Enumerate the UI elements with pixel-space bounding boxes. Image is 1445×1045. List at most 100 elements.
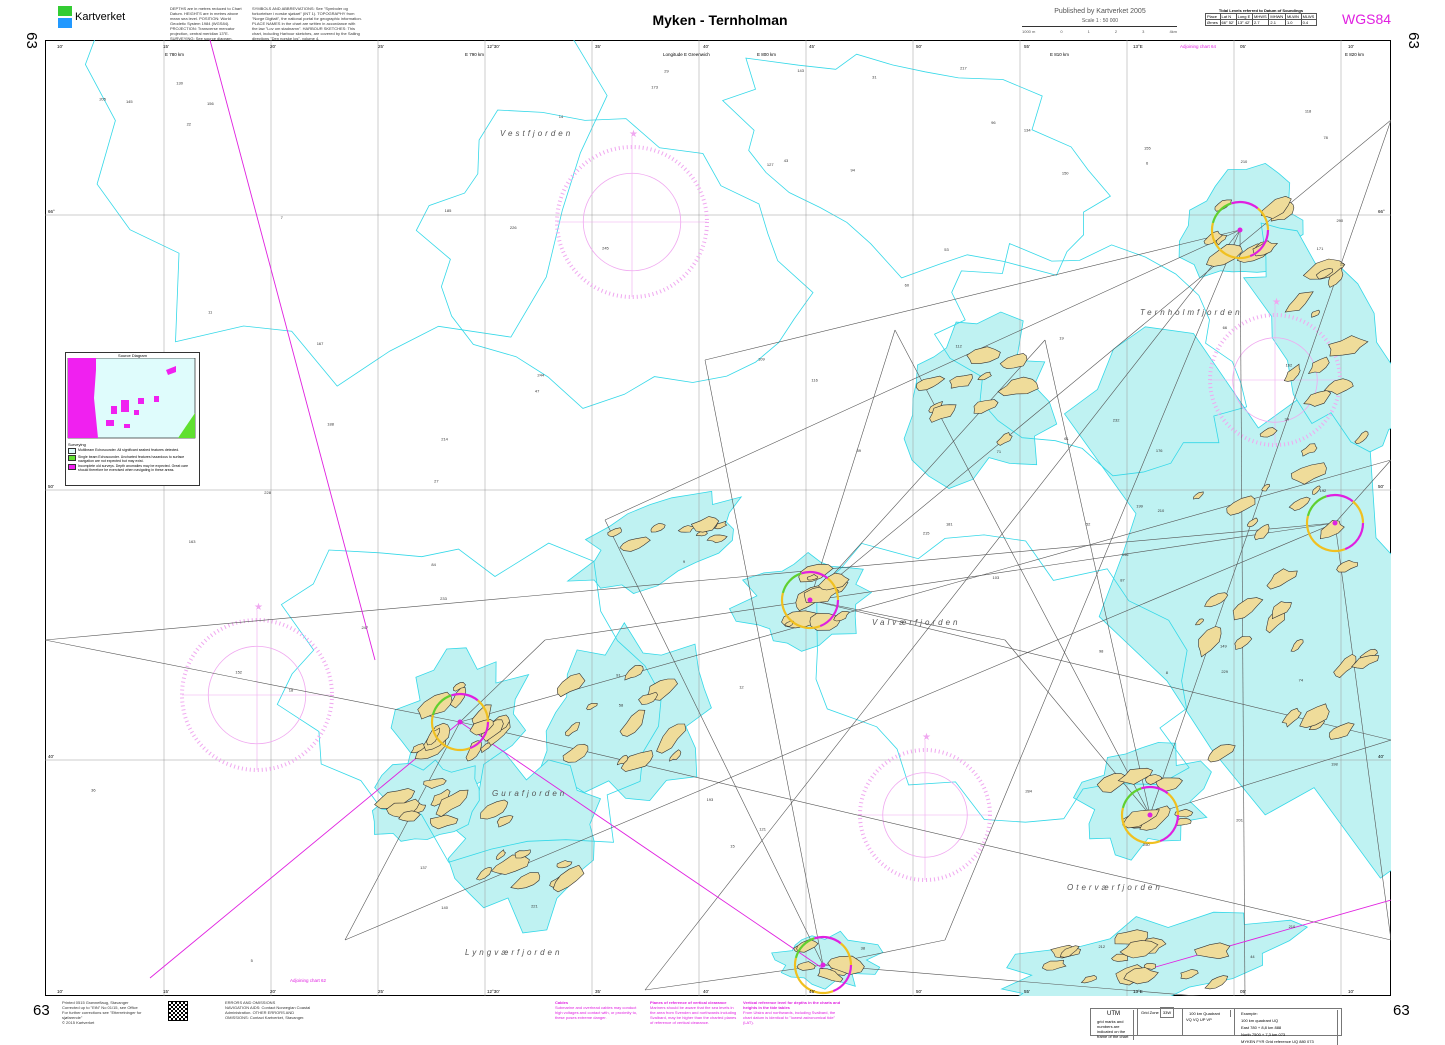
island (1232, 597, 1264, 621)
grid-zone-value: 33W (1159, 1007, 1175, 1018)
depth-sounding: 173 (651, 85, 658, 90)
latitude-label-right: 66° (1378, 209, 1385, 214)
place-name: Gurafjorden (492, 789, 567, 798)
depth-sounding: 121 (759, 827, 766, 832)
example-line: 100 km quadrant UQ (1238, 1017, 1338, 1024)
depth-sounding: 84 (431, 562, 436, 567)
light-sector-arc (1352, 500, 1365, 523)
depth-sounding: 150 (1062, 170, 1069, 175)
island (1139, 805, 1171, 831)
depth-sounding: 87 (1120, 578, 1125, 583)
utm-grid-box: UTM grid marks and numbers are indicated … (1090, 1007, 1342, 1045)
lighthouse-icon (457, 719, 463, 725)
light-sector-arc (827, 577, 840, 600)
depth-contour (276, 542, 662, 863)
further-corrections-text: For further corrections see "Etterretnin… (62, 1010, 142, 1020)
scale-tick: 4km (1169, 29, 1177, 34)
tidal-cell: 66° 52' (1219, 19, 1237, 26)
errors-title: ERRORS AND OMISSIONS (225, 1000, 276, 1005)
light-sector-arc (1211, 202, 1232, 224)
depth-sounding: 192 (1320, 488, 1327, 493)
quadrant-cell: VP (1206, 1017, 1212, 1022)
light-sector-arc (1326, 493, 1354, 503)
island (996, 432, 1013, 446)
depth-sounding: 38 (861, 946, 866, 951)
longitude-label-bottom: 13°E (1133, 989, 1143, 994)
leading-line (1334, 522, 1391, 941)
light-sector-arc (451, 692, 479, 702)
source-legend: Multibeam Echosounder. All significant s… (66, 448, 199, 472)
tidal-cell: 1.0 (1284, 19, 1302, 26)
depth-sounding: 201 (1236, 817, 1243, 822)
longitude-label-bottom: 20' (270, 989, 276, 994)
depth-sounding: 52 (1086, 522, 1091, 527)
island (429, 814, 459, 830)
leading-line (704, 359, 824, 966)
island (833, 611, 850, 622)
depth-sounding: 140 (441, 905, 448, 910)
light-sector-arc (430, 714, 471, 752)
light-sector-arc (1167, 792, 1180, 815)
light-sector-arc (477, 699, 490, 722)
longitude-label-top: 40' (703, 44, 709, 49)
depth-sounding: 34 (1284, 417, 1289, 422)
copyright-text: © 2015 Kartverket (62, 1020, 95, 1025)
island (796, 961, 816, 971)
island (1252, 240, 1279, 257)
island (713, 520, 728, 530)
depth-sounding: 36 (91, 787, 96, 792)
depth-sounding: 71 (997, 449, 1002, 454)
longitude-label-top: 25' (378, 44, 384, 49)
island (1041, 959, 1067, 971)
chart-notes-left: DEPTHS are in metres reduced to Chart Da… (170, 6, 242, 41)
north-star-icon: ★ (922, 732, 931, 743)
latitude-label-left: 40' (48, 754, 54, 759)
island (1351, 654, 1380, 669)
island (1143, 963, 1156, 970)
island (1328, 267, 1344, 288)
island (624, 664, 644, 681)
example-line: East 780 + 8,8 km 888 (1238, 1024, 1338, 1031)
depth-sounding: 185 (445, 208, 452, 213)
grid-zone-label: Grid Zone (1141, 1010, 1159, 1015)
cables-title: Cables (555, 1000, 569, 1005)
boundary-line (209, 40, 376, 661)
depth-sounding: 5 (251, 958, 254, 963)
depth-sounding: 176 (1156, 448, 1163, 453)
island (690, 516, 720, 533)
depth-contour (721, 53, 1112, 279)
light-sector-arc (793, 957, 834, 995)
island (1290, 639, 1304, 652)
chart-number-bottom-left: 63 (33, 1002, 50, 1019)
source-diagram: Source Diagram Surveying Multibeam Echos… (65, 352, 200, 486)
leading-line (1004, 639, 1151, 816)
lighthouse-icon (807, 597, 813, 603)
scale-tick: 2 (1114, 29, 1118, 34)
scale-text: Scale 1 : 50 000 (1081, 18, 1119, 24)
island (1254, 523, 1270, 541)
island (1259, 427, 1278, 438)
depth-sounding: 137 (420, 865, 427, 870)
light-sector-arc (1210, 222, 1251, 260)
island (1260, 195, 1292, 219)
island (949, 373, 973, 389)
tidal-header: MHWS (1251, 13, 1270, 20)
island (1174, 808, 1194, 818)
logo-icon (58, 6, 72, 28)
island (669, 749, 682, 762)
depth-sounding: 193 (707, 797, 714, 802)
vertical-reference-note: Vertical reference level for depths in t… (743, 1000, 843, 1025)
depth-sounding: 11 (208, 310, 213, 315)
chart-number-top-left: 63 (22, 32, 40, 49)
light-sector-arc (801, 570, 829, 580)
light-sector-arc (780, 592, 821, 630)
depth-sounding: 96 (991, 120, 996, 125)
qr-code[interactable] (168, 1001, 188, 1021)
island (510, 872, 541, 890)
leading-line (822, 964, 1201, 996)
depth-sounding: 94 (850, 167, 855, 172)
nautical-chart-map[interactable]: ★ ★ ★ ★ 284 290 245 247 233 250 214 215 210 217 210 22… (45, 40, 1391, 996)
longitude-label-top: 12°30' (487, 44, 500, 49)
depth-sounding: 60 (905, 283, 910, 288)
depth-sounding: 244 (537, 372, 544, 377)
